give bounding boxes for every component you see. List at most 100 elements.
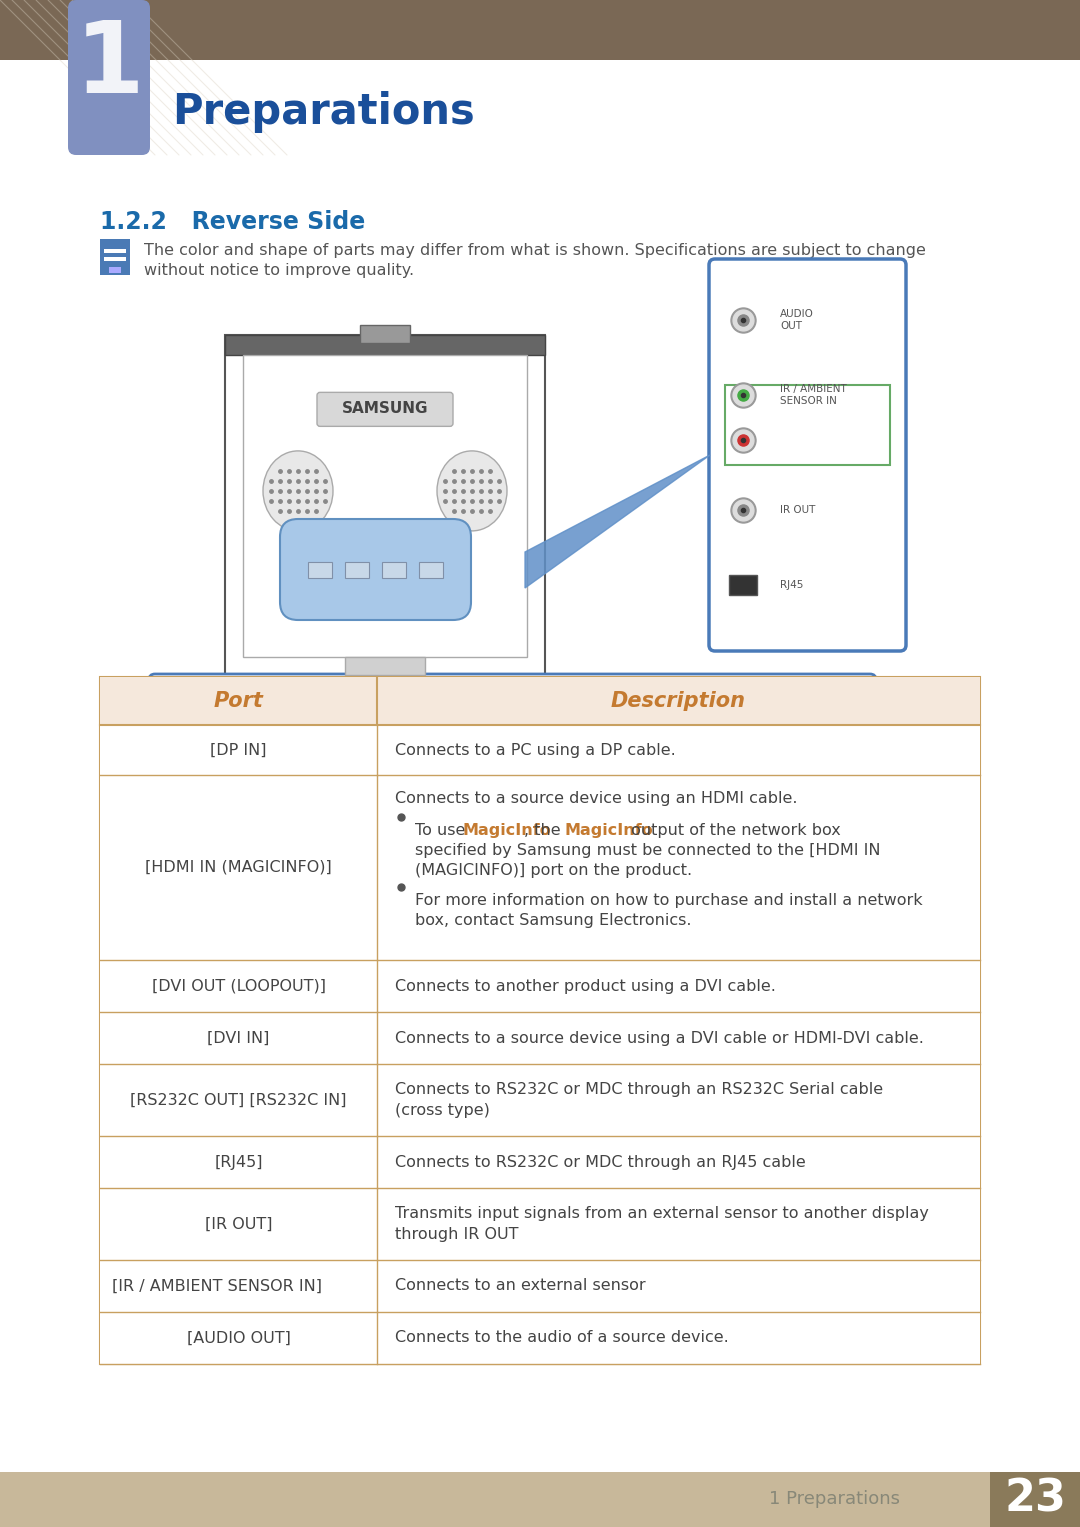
Text: [DVI OUT (LOOPOUT)]: [DVI OUT (LOOPOUT)] <box>151 979 325 994</box>
Bar <box>100 240 130 275</box>
Text: SAMSUNG: SAMSUNG <box>341 402 429 415</box>
Text: [DP IN]: [DP IN] <box>211 742 267 757</box>
Bar <box>100 1136 980 1188</box>
Bar <box>104 257 126 261</box>
Text: DVI IN: DVI IN <box>451 765 478 774</box>
Bar <box>100 676 980 725</box>
Text: 1: 1 <box>75 17 144 113</box>
Bar <box>100 960 980 1012</box>
Text: Transmits input signals from an external sensor to another display
through IR OU: Transmits input signals from an external… <box>395 1206 929 1241</box>
Text: RS232C OUT: RS232C OUT <box>527 765 583 774</box>
Text: RJ45: RJ45 <box>780 580 804 589</box>
Bar <box>535 704 575 728</box>
Bar <box>100 1260 980 1312</box>
Bar <box>104 249 126 253</box>
Bar <box>100 1188 980 1260</box>
Text: HDmi: HDmi <box>805 716 831 724</box>
Polygon shape <box>525 455 710 588</box>
Bar <box>990 1472 1080 1527</box>
Bar <box>443 704 487 730</box>
Bar <box>100 676 980 1364</box>
FancyBboxPatch shape <box>318 392 453 426</box>
Bar <box>100 1064 980 1136</box>
Text: MagicInfo: MagicInfo <box>565 823 653 838</box>
Text: Connects to RS232C or MDC through an RJ45 cable: Connects to RS232C or MDC through an RJ4… <box>395 1154 806 1170</box>
Bar <box>382 562 406 579</box>
Bar <box>419 562 443 579</box>
Text: specified by Samsung must be connected to the [HDMI IN: specified by Samsung must be connected t… <box>415 843 880 858</box>
Text: (MAGICINFO)] port on the product.: (MAGICINFO)] port on the product. <box>415 863 692 878</box>
FancyBboxPatch shape <box>738 748 812 793</box>
Bar <box>333 704 377 730</box>
Bar <box>345 657 426 675</box>
Text: Connects to the audio of a source device.: Connects to the audio of a source device… <box>395 1330 729 1345</box>
Text: [IR OUT]: [IR OUT] <box>205 1217 272 1231</box>
Bar <box>183 705 218 728</box>
FancyBboxPatch shape <box>149 673 876 802</box>
Bar <box>0 0 1080 60</box>
Text: without notice to improve quality.: without notice to improve quality. <box>144 263 414 278</box>
Text: Port: Port <box>214 692 264 712</box>
Bar <box>308 562 332 579</box>
Text: [IR / AMBIENT SENSOR IN]: [IR / AMBIENT SENSOR IN] <box>112 1278 322 1293</box>
Text: [RS232C OUT] [RS232C IN]: [RS232C OUT] [RS232C IN] <box>131 1092 347 1107</box>
Text: 23: 23 <box>1004 1478 1066 1521</box>
Text: Preparations: Preparations <box>172 92 475 133</box>
FancyBboxPatch shape <box>428 748 502 793</box>
Text: IR / AMBIENT
SENSOR IN: IR / AMBIENT SENSOR IN <box>780 383 847 406</box>
Bar <box>100 1012 980 1064</box>
Bar <box>0 1472 1080 1527</box>
Text: To use: To use <box>415 823 471 838</box>
Text: output of the network box: output of the network box <box>625 823 840 838</box>
Bar <box>345 562 369 579</box>
Text: [HDMI IN (MAGICINFO)]: [HDMI IN (MAGICINFO)] <box>145 860 332 875</box>
Bar <box>610 704 650 728</box>
Text: Connects to a source device using an HDMI cable.: Connects to a source device using an HDM… <box>395 791 797 806</box>
FancyBboxPatch shape <box>318 748 392 793</box>
Bar <box>225 334 545 354</box>
Bar <box>100 1312 980 1364</box>
Text: For more information on how to purchase and install a network: For more information on how to purchase … <box>415 893 922 909</box>
Bar <box>757 705 793 733</box>
FancyBboxPatch shape <box>163 748 237 793</box>
Text: DP IN: DP IN <box>188 765 213 774</box>
FancyBboxPatch shape <box>68 0 150 156</box>
Bar <box>725 385 890 466</box>
Bar <box>729 576 757 596</box>
Ellipse shape <box>437 450 507 531</box>
Text: box, contact Samsung Electronics.: box, contact Samsung Electronics. <box>415 913 691 928</box>
Text: 1.2.2   Reverse Side: 1.2.2 Reverse Side <box>100 211 365 234</box>
Bar <box>100 725 980 776</box>
FancyBboxPatch shape <box>280 519 471 620</box>
Text: HDMI IN
(MAGICINFO): HDMI IN (MAGICINFO) <box>241 760 299 780</box>
Text: [AUDIO OUT]: [AUDIO OUT] <box>187 1330 291 1345</box>
Bar <box>100 776 980 960</box>
Ellipse shape <box>264 450 333 531</box>
Text: MagicInfo: MagicInfo <box>462 823 552 838</box>
FancyBboxPatch shape <box>708 260 906 651</box>
Text: Connects to a PC using a DP cable.: Connects to a PC using a DP cable. <box>395 742 676 757</box>
Text: POWER S/W: POWER S/W <box>748 765 801 774</box>
FancyBboxPatch shape <box>593 748 667 793</box>
Text: IR OUT: IR OUT <box>780 505 815 515</box>
FancyBboxPatch shape <box>518 748 592 793</box>
Bar <box>254 705 286 728</box>
Bar <box>243 354 527 657</box>
Text: Connects to RS232C or MDC through an RS232C Serial cable
(cross type): Connects to RS232C or MDC through an RS2… <box>395 1083 883 1118</box>
Text: RS232C IN: RS232C IN <box>606 765 653 774</box>
Text: Connects to another product using a DVI cable.: Connects to another product using a DVI … <box>395 979 775 994</box>
Text: AUDIO
OUT: AUDIO OUT <box>780 308 814 331</box>
Bar <box>225 334 545 675</box>
Bar <box>360 325 410 344</box>
Text: [DVI IN]: [DVI IN] <box>207 1031 270 1046</box>
FancyBboxPatch shape <box>233 748 307 793</box>
Text: Connects to a source device using a DVI cable or HDMI-DVI cable.: Connects to a source device using a DVI … <box>395 1031 923 1046</box>
Text: The color and shape of parts may differ from what is shown. Specifications are s: The color and shape of parts may differ … <box>144 243 926 258</box>
Text: DVI OUT
(LOOPOUT): DVI OUT (LOOPOUT) <box>330 760 380 780</box>
Text: Description: Description <box>611 692 746 712</box>
Text: [RJ45]: [RJ45] <box>214 1154 262 1170</box>
Text: 1 Preparations: 1 Preparations <box>769 1490 900 1509</box>
Text: Connects to an external sensor: Connects to an external sensor <box>395 1278 646 1293</box>
Text: , the: , the <box>524 823 566 838</box>
Bar <box>109 267 121 273</box>
